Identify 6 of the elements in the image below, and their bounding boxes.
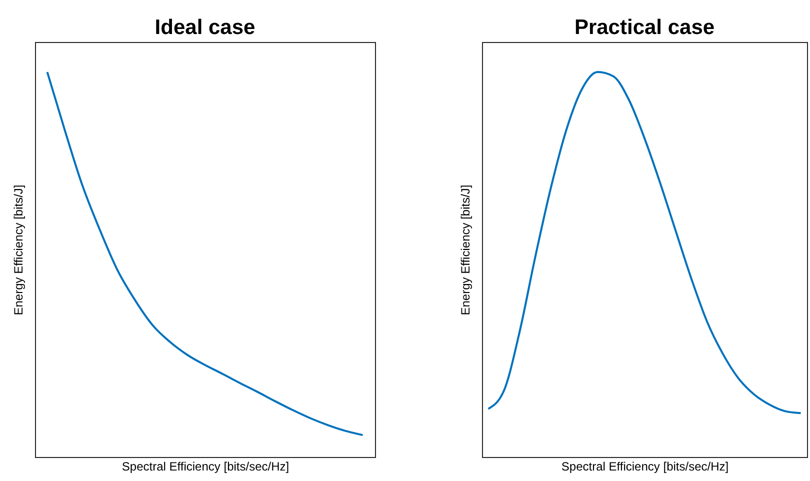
y-axis-title: Energy Efficiency [bits/J] (12, 184, 26, 316)
y-axis-title: Energy Efficiency [bits/J] (458, 184, 472, 316)
x-axis-title: Spectral Efficiency [bits/sec/Hz] (122, 460, 290, 474)
x-axis-title: Spectral Efficiency [bits/sec/Hz] (561, 460, 729, 474)
chart-title: Ideal case (154, 16, 256, 39)
chart-title: Practical case (574, 16, 715, 39)
